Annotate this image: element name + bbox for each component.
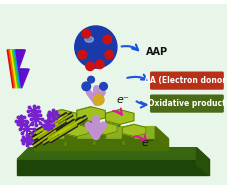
Circle shape: [82, 29, 91, 38]
Text: AA (Electron donor): AA (Electron donor): [144, 76, 230, 85]
Polygon shape: [77, 107, 91, 126]
Polygon shape: [106, 110, 134, 124]
Polygon shape: [7, 50, 17, 69]
Polygon shape: [34, 138, 168, 150]
Text: AAP: AAP: [146, 47, 168, 57]
Polygon shape: [196, 148, 209, 174]
Circle shape: [75, 26, 117, 68]
Polygon shape: [123, 135, 134, 141]
Polygon shape: [59, 115, 87, 135]
Polygon shape: [35, 112, 68, 135]
Polygon shape: [123, 124, 134, 138]
Polygon shape: [16, 50, 25, 69]
Polygon shape: [12, 69, 22, 88]
Polygon shape: [17, 159, 209, 174]
Polygon shape: [43, 126, 69, 143]
Circle shape: [103, 35, 112, 44]
Polygon shape: [42, 112, 73, 133]
Polygon shape: [48, 121, 75, 139]
Polygon shape: [19, 69, 29, 88]
Polygon shape: [30, 122, 59, 142]
Polygon shape: [77, 122, 91, 129]
Polygon shape: [50, 125, 77, 141]
Polygon shape: [15, 69, 26, 88]
Polygon shape: [37, 119, 66, 140]
Polygon shape: [17, 69, 27, 88]
Polygon shape: [48, 110, 76, 124]
Circle shape: [95, 60, 104, 69]
Circle shape: [86, 62, 94, 70]
Polygon shape: [9, 50, 18, 69]
Ellipse shape: [85, 36, 93, 42]
Polygon shape: [10, 69, 21, 88]
Polygon shape: [123, 124, 146, 136]
Text: e⁻: e⁻: [142, 138, 155, 148]
Polygon shape: [33, 130, 56, 146]
Polygon shape: [17, 148, 209, 159]
Polygon shape: [49, 123, 78, 143]
Polygon shape: [11, 50, 20, 69]
Circle shape: [82, 82, 91, 91]
Polygon shape: [94, 122, 105, 138]
Polygon shape: [42, 125, 70, 145]
Polygon shape: [65, 136, 77, 142]
Text: Oxidative product: Oxidative product: [148, 99, 226, 108]
FancyBboxPatch shape: [150, 94, 224, 113]
Polygon shape: [65, 124, 88, 136]
Polygon shape: [14, 50, 24, 69]
Polygon shape: [28, 115, 63, 138]
Polygon shape: [32, 129, 57, 147]
Circle shape: [100, 83, 107, 90]
FancyBboxPatch shape: [150, 71, 224, 90]
Polygon shape: [48, 123, 62, 130]
Polygon shape: [47, 119, 76, 140]
Polygon shape: [26, 125, 54, 145]
Circle shape: [105, 50, 114, 59]
Polygon shape: [38, 121, 65, 139]
Polygon shape: [106, 123, 120, 130]
Polygon shape: [53, 119, 82, 137]
Circle shape: [93, 94, 104, 105]
Circle shape: [88, 76, 94, 83]
Text: e⁻: e⁻: [117, 95, 130, 105]
Polygon shape: [94, 135, 105, 141]
Polygon shape: [59, 117, 87, 134]
Polygon shape: [48, 110, 62, 127]
Polygon shape: [14, 69, 24, 88]
Circle shape: [78, 50, 87, 59]
Polygon shape: [94, 122, 117, 135]
Polygon shape: [106, 110, 120, 127]
Polygon shape: [34, 127, 168, 138]
Polygon shape: [29, 117, 63, 137]
Polygon shape: [65, 124, 77, 139]
Polygon shape: [27, 126, 53, 143]
Polygon shape: [12, 50, 22, 69]
FancyBboxPatch shape: [0, 1, 230, 188]
Polygon shape: [52, 117, 82, 138]
Polygon shape: [36, 114, 67, 134]
Polygon shape: [155, 127, 168, 150]
Polygon shape: [77, 107, 105, 122]
Polygon shape: [31, 124, 58, 140]
Polygon shape: [43, 114, 72, 132]
